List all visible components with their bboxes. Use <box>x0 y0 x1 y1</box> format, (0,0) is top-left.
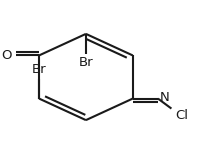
Text: O: O <box>2 49 12 62</box>
Text: Br: Br <box>79 56 93 69</box>
Text: Br: Br <box>32 63 46 76</box>
Text: N: N <box>160 91 169 103</box>
Text: Cl: Cl <box>175 109 188 122</box>
